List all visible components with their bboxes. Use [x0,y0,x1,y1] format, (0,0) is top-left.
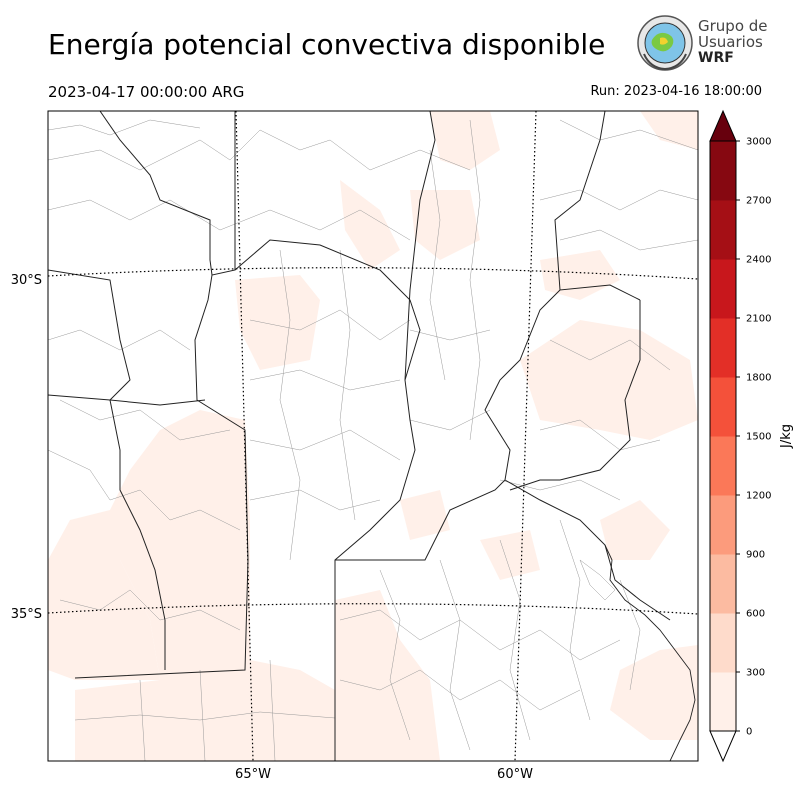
lon-label-65w: 65°W [235,767,271,782]
map-title: Energía potencial convectiva disponible [48,28,606,61]
coastline [604,544,696,761]
colorbar-tick-label: 1200 [746,491,771,502]
province-boundaries [48,111,671,761]
graticule [48,111,698,761]
colorbar-tick-label: 600 [746,609,765,620]
valid-time: 2023-04-17 00:00:00 ARG [48,83,245,101]
logo-line-2: Usuarios [698,33,763,51]
colorbar-segment [710,318,736,378]
lat-labels: 30°S 35°S [11,273,42,622]
colorbar-tick-label: 2100 [746,314,771,325]
run-time: Run: 2023-04-16 18:00:00 [590,84,762,99]
colorbar-tick-label: 300 [746,668,765,679]
colorbar-tick-label: 1800 [746,373,771,384]
colorbar-segment [710,436,736,496]
lon-label-60w: 60°W [497,767,533,782]
logo-text: Grupo de Usuarios WRF [698,18,768,66]
colorbar-segment [710,377,736,437]
lat-label-35s: 35°S [11,607,42,622]
map-frame [47,110,699,762]
colorbar-segment [710,200,736,260]
wrf-group-logo: Grupo de Usuarios WRF [636,14,786,74]
logo-line-3: WRF [698,50,734,66]
colorbar: 0 300 600 900 1200 1500 1800 2100 2400 2700 3000 [709,109,771,763]
colorbar-tick-label: 0 [746,727,752,738]
colorbar-segment [710,613,736,673]
colorbar-under-triangle [709,730,737,763]
logo-line-1: Grupo de [698,17,768,35]
colorbar-over-triangle [709,109,737,142]
department-boundaries [48,119,698,761]
colorbar-segment [710,495,736,555]
colorbar-segment [710,141,736,201]
colorbar-tick-label: 2700 [746,196,771,207]
colorbar-tick-label: 2400 [746,255,771,266]
colorbar-segment [710,259,736,319]
lat-label-30s: 30°S [11,273,42,288]
globe-emblem-icon [637,15,693,71]
cape-shading [48,111,698,761]
colorbar-tick-label: 900 [746,550,765,561]
map-area[interactable] [48,111,698,761]
colorbar-tick-label: 1500 [746,432,771,443]
lon-labels: 65°W 60°W [235,767,533,782]
colorbar-segment [710,554,736,614]
colorbar-segment [710,672,736,732]
colorbar-tick-label: 3000 [746,137,771,148]
colorbar-unit-label: J/kg [779,424,794,449]
